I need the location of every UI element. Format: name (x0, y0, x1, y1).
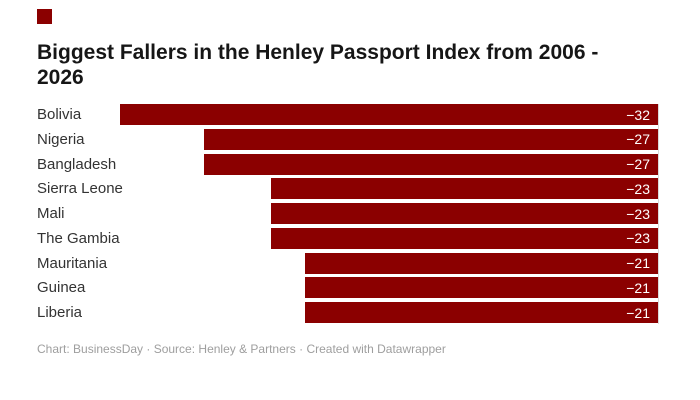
category-label: Mali (37, 205, 65, 222)
bar-row: Mali −23 (0, 203, 658, 228)
value-label: −21 (626, 304, 650, 321)
bar-row: Guinea −21 (0, 277, 658, 302)
bar-row: Bolivia −32 (0, 104, 658, 129)
bar: −27 (204, 153, 658, 175)
category-label: Sierra Leone (37, 180, 123, 198)
bar: −21 (305, 277, 658, 299)
chart-title: Biggest Fallers in the Henley Passport I… (37, 40, 667, 90)
bar-row: Mauritania −21 (0, 252, 658, 278)
value-label: −32 (626, 106, 650, 123)
bar: −32 (120, 104, 658, 125)
zero-axis-line (658, 104, 659, 324)
bar: −27 (204, 128, 658, 150)
category-label: Liberia (37, 304, 83, 321)
bar: −23 (271, 178, 658, 200)
value-label: −21 (626, 279, 650, 296)
category-label: Bolivia (37, 106, 82, 123)
value-label: −23 (626, 205, 650, 222)
businessday-logo-square (37, 9, 52, 24)
category-label: Mauritania (37, 254, 108, 272)
category-label: The Gambia (37, 229, 120, 247)
value-label: −21 (626, 255, 650, 271)
category-label: Nigeria (37, 130, 85, 148)
value-label: −27 (626, 131, 650, 148)
bar-row: Nigeria −27 (0, 128, 658, 154)
chart-title-line-1: Biggest Fallers in the Henley Passport I… (37, 41, 599, 64)
chart-footer: Chart: BusinessDay · Source: Henley & Pa… (37, 342, 446, 356)
value-label: −23 (626, 180, 650, 197)
category-label: Guinea (37, 279, 86, 297)
bar: −21 (305, 302, 658, 323)
category-label: Bangladesh (37, 155, 117, 173)
bar: −23 (271, 203, 658, 224)
bar: −23 (271, 227, 658, 249)
value-label: −23 (626, 230, 650, 247)
bar: −21 (305, 252, 658, 274)
bar-row: Bangladesh −27 (0, 153, 658, 179)
value-label: −27 (626, 156, 650, 172)
chart-title-line-2: 2026 (37, 66, 84, 89)
bar-row: Liberia −21 (0, 302, 658, 327)
bar-row: The Gambia −23 (0, 227, 658, 253)
bar-row: Sierra Leone −23 (0, 178, 658, 203)
bar-chart: Bolivia −32 Nigeria −27 Bangladesh −27 Sierra … (0, 104, 658, 327)
